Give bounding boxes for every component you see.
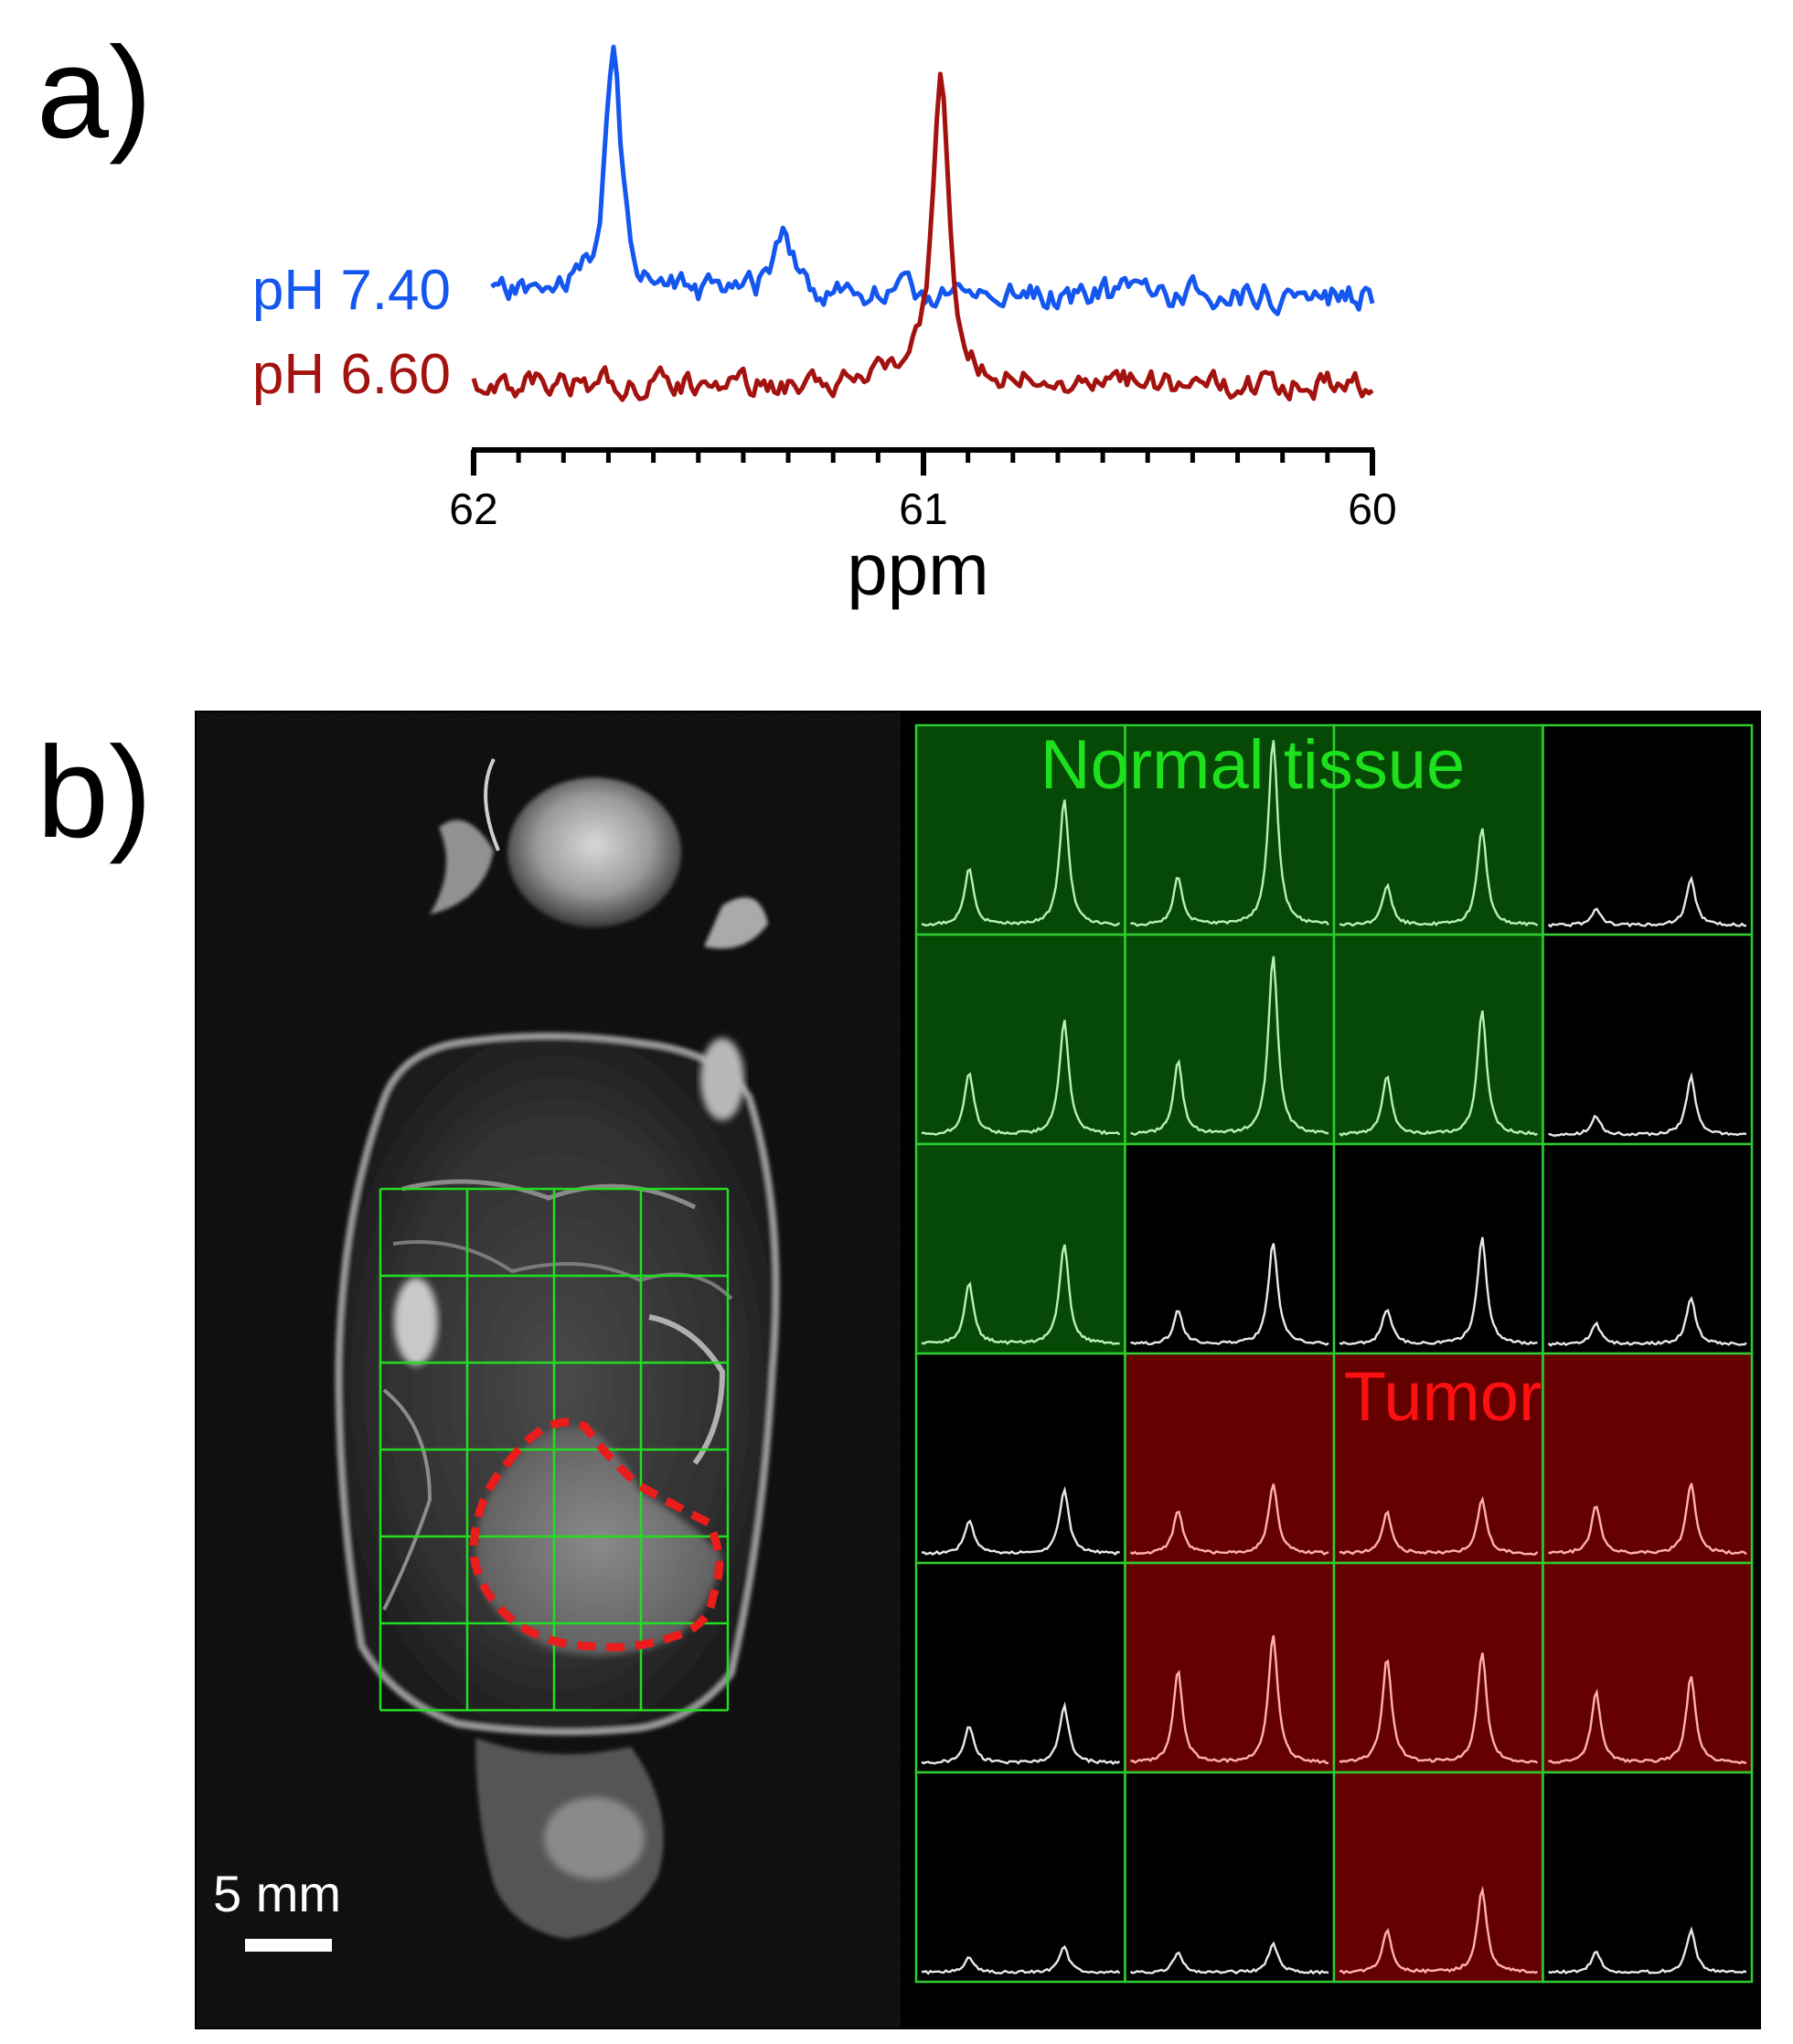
spectral-cell-background [1542,723,1754,936]
spectrum-trace [1548,1675,1747,1765]
spectrum-trace [1339,1653,1539,1764]
x-tick-label-60: 60 [1348,486,1396,534]
spectrum-trace [1548,1482,1747,1556]
spectrum-trace [1547,875,1747,928]
spectrum-trace [1130,740,1329,927]
spectrum-trace [1548,1072,1747,1138]
spectrum-trace [1339,1886,1538,1974]
voxel-grid [379,1187,730,1712]
spectral-cell-normal [1332,933,1544,1146]
spectrum-trace [1130,956,1329,1137]
spectral-cell-background [1542,1771,1754,1984]
spectral-cell-tumor [1332,1352,1544,1565]
spectrum-trace [1339,828,1539,927]
x-tick-label-62: 62 [449,486,497,534]
spectral-cell-tumor [1124,1561,1336,1774]
spectral-cell-tumor [1332,1771,1544,1984]
spectrum-trace [921,1485,1120,1556]
region-label-tumor: Tumor [1344,1358,1542,1436]
spectrum-trace [1130,1483,1329,1556]
spectral-cell-background [914,1771,1126,1984]
series-line-ph-6-60 [471,71,1374,402]
spectral-cell-background [1124,1142,1336,1355]
spectral-cell-background [1542,933,1754,1146]
spectral-cell-background [1124,1771,1336,1984]
spectral-cell-normal [1124,933,1336,1146]
spectral-cell-normal [914,723,1126,936]
spectrum-trace [921,1020,1121,1136]
region-label-normal-tissue: Normal tissue [1041,726,1466,804]
spectral-cell-normal [914,1142,1126,1355]
spectrum-trace [1129,1941,1329,1975]
x-tick-label-61: 61 [899,486,947,534]
spectral-cell-background [914,1352,1126,1565]
spectral-cell-tumor [1124,1352,1336,1565]
legend-label-ph-7-40: pH 7.40 [252,259,451,322]
series-line-ph-7-40 [490,44,1375,316]
panel-label-a: a) [37,20,152,166]
x-axis-minor-ticks [516,450,1330,463]
spectrum-trace [1339,1236,1538,1345]
legend-label-ph-6-60: pH 6.60 [252,343,451,406]
scale-bar-label: 5 mm [213,1865,341,1922]
spectral-cell-background [1332,1142,1544,1355]
spectrum-trace [921,799,1121,927]
spectrum-trace [1339,1495,1539,1556]
spectra-plot: pH 7.40 pH 6.60 62 61 60 ppm [252,44,1397,610]
spectrum-trace [921,1944,1121,1975]
spectral-cell-tumor [1542,1561,1754,1774]
spectral-cell-background [914,1561,1126,1774]
spectral-grid [914,723,1754,1984]
mri-image: 5 mm [197,712,901,2028]
spectrum-trace [1339,1010,1538,1137]
spectral-cell-background [1542,1142,1754,1355]
spectrum-trace [1547,1296,1747,1347]
spectrum-trace [1130,1243,1329,1346]
spectrum-trace [1548,1926,1747,1974]
spectral-cell-normal [1124,723,1336,936]
spectral-cell-normal [1332,723,1544,936]
panel-label-b: b) [37,720,152,865]
x-axis-title: ppm [847,529,989,610]
spectrum-trace [1130,1635,1329,1764]
spectrum-trace [921,1244,1120,1345]
spectral-cell-normal [914,933,1126,1146]
spectral-cell-tumor [1542,1352,1754,1565]
spectral-cell-tumor [1332,1561,1544,1774]
tumor-outline [469,1418,723,1652]
scale-bar [245,1939,332,1952]
spectrum-trace [921,1701,1121,1765]
